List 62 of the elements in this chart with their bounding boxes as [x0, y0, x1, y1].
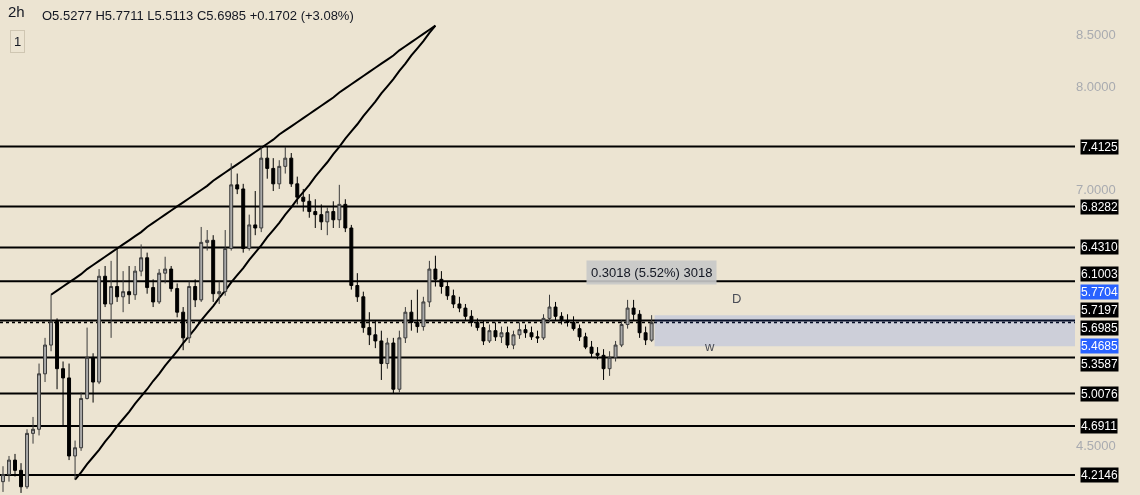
- candlestick: [121, 270, 126, 313]
- annotation: 1: [14, 34, 22, 49]
- y-tick-label: 7.0000: [1076, 181, 1116, 197]
- ref-line-label: 6.8282: [1081, 200, 1119, 214]
- candlestick: [397, 330, 402, 393]
- candlestick: [79, 391, 84, 452]
- candlestick: [289, 152, 294, 188]
- ref-line-label: 5.6985: [1081, 321, 1119, 335]
- candlestick: [1, 465, 5, 493]
- annotation: O5.5277 H5.7711 L5.5113 C5.6985 +0.1702 (+3.08%): [42, 8, 354, 23]
- candlestick: [235, 173, 240, 195]
- candlestick: [139, 243, 144, 277]
- candlestick: [487, 324, 492, 344]
- chart-title: 2h: [8, 2, 25, 20]
- annotation: D: [732, 291, 742, 306]
- y-tick-label: 8.5000: [1076, 27, 1116, 43]
- candlestick: [229, 162, 234, 252]
- candlestick: [649, 314, 654, 343]
- candlestick: [73, 440, 78, 481]
- candlestick: [403, 306, 408, 344]
- candlestick: [223, 229, 228, 297]
- candlestick: [163, 256, 168, 284]
- candlestick: [499, 326, 504, 344]
- candlestick: [31, 416, 35, 445]
- ref-line-label: 7.4125: [1081, 140, 1119, 154]
- candlestick: [133, 265, 138, 301]
- text: 5.7704: [1081, 285, 1119, 299]
- candlestick: [109, 260, 114, 339]
- candlestick: [247, 214, 252, 252]
- candlestick: [277, 159, 282, 190]
- candlestick: [283, 146, 288, 175]
- ref-line-label: 4.6911: [1081, 419, 1118, 433]
- candlestick: [25, 428, 29, 490]
- candlestick: [97, 268, 102, 385]
- text: 5.4685: [1081, 339, 1119, 353]
- candlestick: [157, 268, 162, 305]
- ref-line-label: 4.2146: [1081, 468, 1119, 482]
- candlestick: [7, 455, 11, 483]
- candlestick: [217, 280, 222, 305]
- ref-line-label: 5.3587: [1081, 357, 1119, 371]
- candlestick: [505, 326, 510, 349]
- candlestick: [325, 206, 330, 236]
- candlestick: [199, 226, 204, 303]
- ref-line-label: 5.7197: [1081, 303, 1119, 317]
- y-tick-label: 4.5000: [1076, 438, 1116, 454]
- candlestick: [37, 363, 42, 436]
- candlestick: [385, 337, 390, 370]
- annotation: w: [704, 339, 715, 354]
- band-label: 0.3018 (5.52%) 3018: [591, 265, 713, 280]
- candlestick: [337, 184, 342, 229]
- candlestick: [259, 146, 264, 233]
- candlestick: [49, 294, 54, 352]
- candlestick: [187, 280, 192, 344]
- ref-line-label: 5.0076: [1081, 387, 1119, 401]
- candlestick: [295, 176, 300, 205]
- ref-line-label: 6.4310: [1081, 240, 1119, 254]
- candlestick: [205, 229, 210, 252]
- candlestick: [85, 327, 90, 400]
- y-tick-label: 8.0000: [1076, 78, 1116, 94]
- candlestick: [271, 157, 276, 192]
- candlestick: [43, 337, 48, 383]
- ref-line-label: 6.1003: [1081, 267, 1119, 281]
